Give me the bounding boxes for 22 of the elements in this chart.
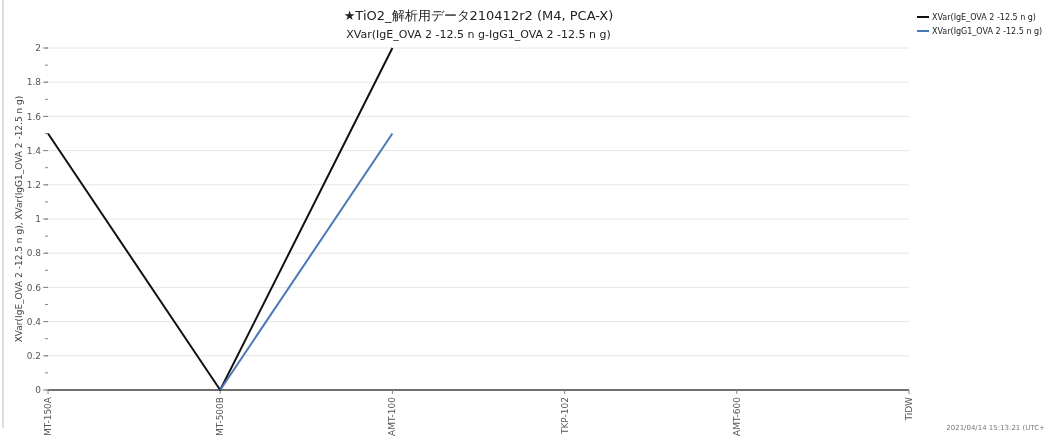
y-tick-label: 0.6 (26, 282, 42, 293)
legend-label: XVar(IgG1_OVA 2 -12.5 n g) (932, 26, 1043, 36)
y-tick-label: 1.6 (26, 111, 42, 122)
y-tick-label: 1.4 (26, 145, 42, 156)
x-tick-label: AMT-100 (387, 396, 398, 436)
y-axis-title: XVar(IgE_OVA 2 -12.5 n g), XVar(IgG1_OVA 2 -12.5 n g) (14, 95, 24, 343)
chart-title: ★TiO2_解析用データ210412r2 (M4, PCA-X) (343, 8, 614, 23)
x-tick-label: MT-150A (43, 396, 53, 436)
legend-label: XVar(IgE_OVA 2 -12.5 n g) (932, 12, 1036, 22)
x-tick-label: TiDW (904, 396, 914, 422)
x-tick-label: MT-500B (215, 397, 226, 436)
chart-subtitle: XVar(IgE_OVA 2 -12.5 n g-IgG1_OVA 2 -12.5 n g) (346, 28, 611, 41)
x-tick-label: AMT-600 (731, 396, 742, 436)
y-tick-label: 0 (35, 385, 42, 396)
y-tick-label: 1 (35, 214, 41, 225)
y-tick-label: 0.8 (26, 248, 42, 259)
y-tick-label: 1.2 (26, 179, 41, 190)
y-tick-label: 1.8 (26, 77, 42, 88)
y-tick-label: 0.4 (26, 316, 42, 327)
y-tick-label: 0.2 (26, 350, 41, 361)
x-tick-label: TKP-102 (559, 397, 570, 436)
y-tick-label: 2 (35, 43, 41, 54)
